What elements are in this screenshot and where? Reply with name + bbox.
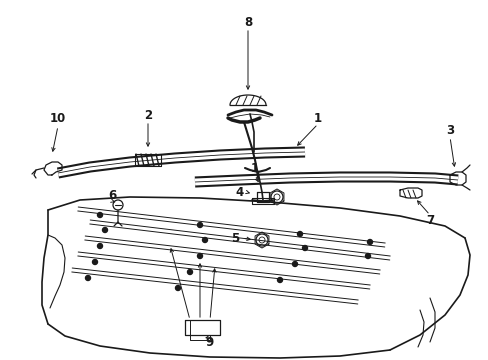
Text: 10: 10 (50, 112, 66, 125)
Circle shape (197, 222, 202, 228)
Circle shape (175, 285, 180, 291)
Text: 2: 2 (143, 108, 152, 122)
Text: 1: 1 (313, 112, 322, 125)
Circle shape (202, 238, 207, 243)
Circle shape (102, 228, 107, 233)
Text: 3: 3 (445, 123, 453, 136)
Circle shape (367, 239, 372, 244)
Circle shape (92, 260, 97, 265)
Circle shape (97, 212, 102, 217)
Circle shape (297, 231, 302, 237)
Text: 1: 1 (250, 162, 259, 175)
Text: 4: 4 (235, 185, 244, 198)
Circle shape (97, 243, 102, 248)
Circle shape (197, 253, 202, 258)
Circle shape (365, 253, 370, 258)
Text: 9: 9 (205, 336, 214, 348)
Text: 7: 7 (425, 213, 433, 226)
Circle shape (187, 270, 192, 274)
Text: 8: 8 (244, 15, 252, 28)
Circle shape (302, 246, 307, 251)
Circle shape (277, 278, 282, 283)
Text: 5: 5 (230, 231, 239, 244)
Text: 6: 6 (108, 189, 116, 202)
Circle shape (292, 261, 297, 266)
Circle shape (85, 275, 90, 280)
